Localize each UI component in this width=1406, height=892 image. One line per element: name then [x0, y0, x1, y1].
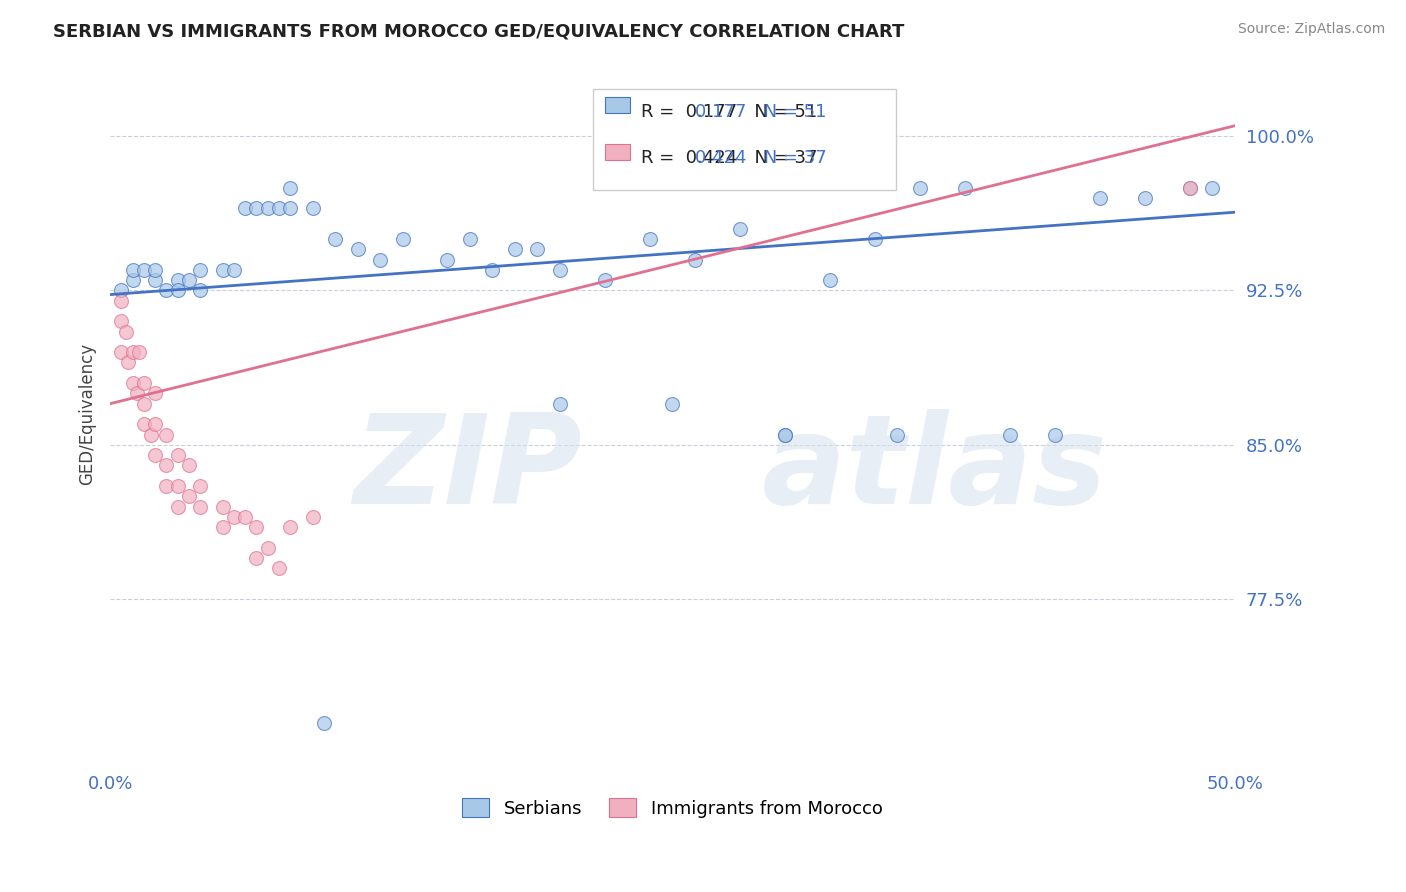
- Point: [143, 448, 166, 462]
- Point: [773, 427, 796, 442]
- Point: [121, 263, 143, 277]
- Point: [132, 417, 155, 432]
- Point: [391, 232, 413, 246]
- Point: [661, 397, 683, 411]
- Point: [155, 458, 177, 473]
- Point: [110, 293, 132, 308]
- Legend: Serbians, Immigrants from Morocco: Serbians, Immigrants from Morocco: [456, 791, 890, 825]
- Point: [683, 252, 706, 267]
- Point: [481, 263, 503, 277]
- Text: R =  0.424   N = 37: R = 0.424 N = 37: [641, 149, 818, 167]
- Point: [155, 479, 177, 493]
- Point: [155, 284, 177, 298]
- Point: [128, 345, 150, 359]
- Text: ZIP: ZIP: [354, 409, 582, 531]
- Point: [278, 180, 301, 194]
- Point: [110, 345, 132, 359]
- Point: [222, 263, 245, 277]
- Point: [166, 500, 188, 514]
- Point: [548, 397, 571, 411]
- Point: [188, 284, 211, 298]
- Point: [121, 273, 143, 287]
- Point: [526, 242, 548, 256]
- Text: 0.177   N = 51: 0.177 N = 51: [695, 103, 827, 120]
- Text: R =  0.177   N = 51: R = 0.177 N = 51: [641, 103, 817, 120]
- Point: [115, 325, 138, 339]
- Point: [256, 201, 278, 215]
- Point: [143, 417, 166, 432]
- Point: [166, 479, 188, 493]
- Point: [166, 284, 188, 298]
- Point: [953, 180, 976, 194]
- Point: [211, 520, 233, 534]
- Text: Source: ZipAtlas.com: Source: ZipAtlas.com: [1237, 22, 1385, 37]
- Point: [278, 520, 301, 534]
- Point: [323, 232, 346, 246]
- Point: [278, 201, 301, 215]
- Point: [436, 252, 458, 267]
- Point: [548, 263, 571, 277]
- Point: [1133, 191, 1156, 205]
- Point: [155, 427, 177, 442]
- Point: [132, 376, 155, 390]
- Point: [886, 427, 908, 442]
- Text: 0.424   N = 37: 0.424 N = 37: [695, 149, 827, 167]
- Point: [267, 201, 290, 215]
- Point: [177, 489, 200, 503]
- Point: [1088, 191, 1111, 205]
- Point: [132, 263, 155, 277]
- Point: [211, 263, 233, 277]
- Point: [127, 386, 149, 401]
- Text: SERBIAN VS IMMIGRANTS FROM MOROCCO GED/EQUIVALENCY CORRELATION CHART: SERBIAN VS IMMIGRANTS FROM MOROCCO GED/E…: [53, 22, 905, 40]
- Point: [233, 509, 256, 524]
- Text: atlas: atlas: [762, 409, 1108, 531]
- Point: [301, 201, 323, 215]
- Point: [143, 386, 166, 401]
- Point: [143, 273, 166, 287]
- Point: [143, 263, 166, 277]
- Point: [346, 242, 368, 256]
- Point: [1201, 180, 1223, 194]
- Point: [132, 397, 155, 411]
- Point: [818, 273, 841, 287]
- Point: [908, 180, 931, 194]
- Point: [638, 232, 661, 246]
- Point: [863, 232, 886, 246]
- Point: [1043, 427, 1066, 442]
- Point: [117, 355, 139, 369]
- Point: [166, 273, 188, 287]
- Point: [312, 715, 335, 730]
- Point: [188, 500, 211, 514]
- Point: [245, 551, 267, 566]
- Point: [503, 242, 526, 256]
- Point: [256, 541, 278, 555]
- Point: [121, 376, 143, 390]
- Point: [1178, 180, 1201, 194]
- Point: [267, 561, 290, 575]
- Point: [222, 509, 245, 524]
- Point: [245, 201, 267, 215]
- Point: [233, 201, 256, 215]
- Point: [773, 427, 796, 442]
- Point: [121, 345, 143, 359]
- Point: [998, 427, 1021, 442]
- Point: [188, 479, 211, 493]
- Y-axis label: GED/Equivalency: GED/Equivalency: [79, 343, 96, 485]
- Point: [139, 427, 162, 442]
- Point: [211, 500, 233, 514]
- Point: [1178, 180, 1201, 194]
- Point: [166, 448, 188, 462]
- Point: [245, 520, 267, 534]
- Point: [177, 273, 200, 287]
- Point: [728, 221, 751, 235]
- Point: [177, 458, 200, 473]
- Point: [188, 263, 211, 277]
- Point: [301, 509, 323, 524]
- Point: [110, 284, 132, 298]
- Point: [110, 314, 132, 328]
- Point: [593, 273, 616, 287]
- Point: [458, 232, 481, 246]
- Point: [368, 252, 391, 267]
